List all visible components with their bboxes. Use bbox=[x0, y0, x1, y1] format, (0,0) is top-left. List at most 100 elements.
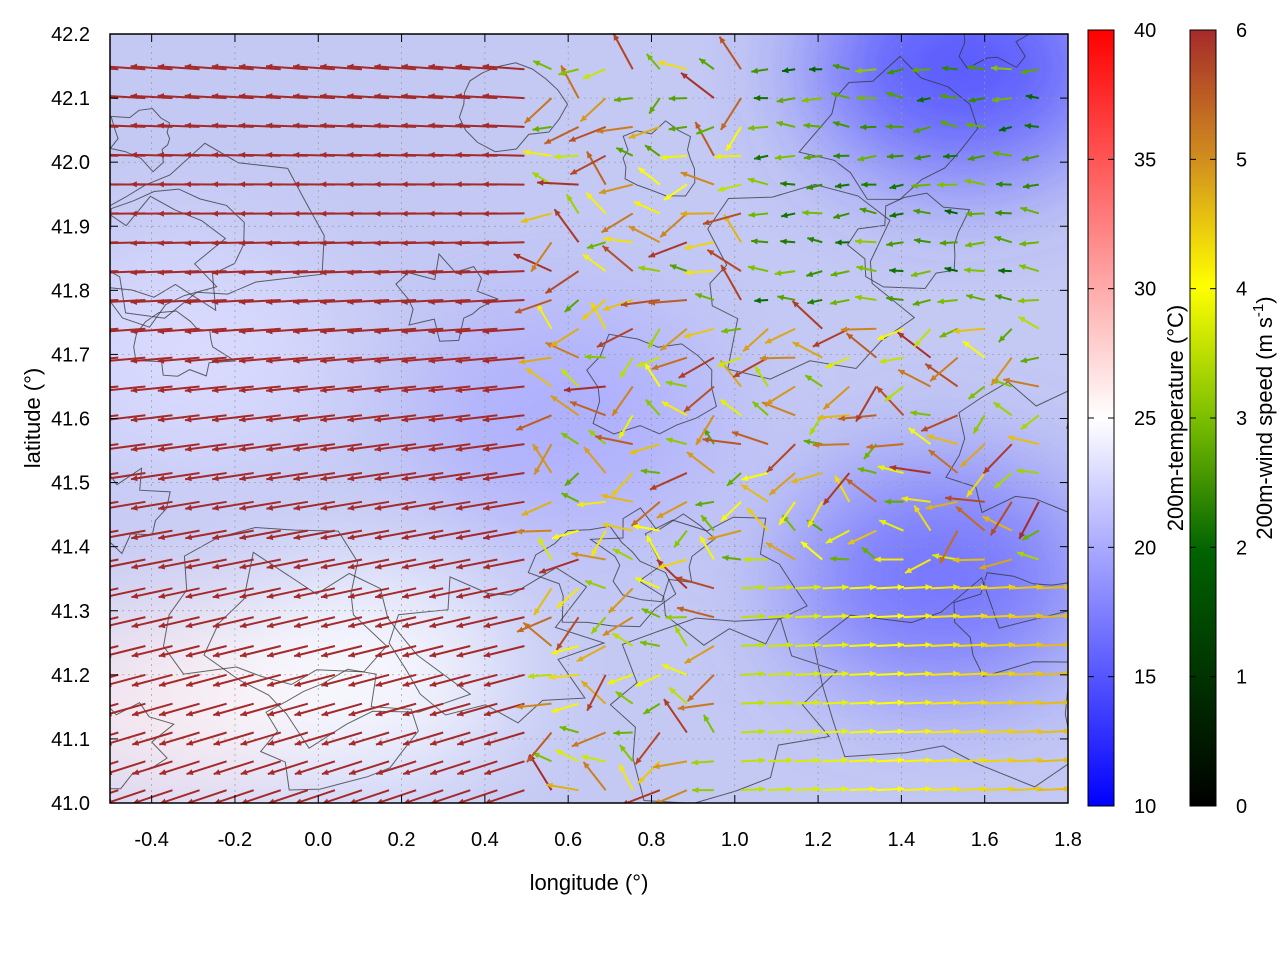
wind-arrowhead bbox=[842, 699, 849, 706]
wind-arrowhead bbox=[267, 651, 274, 658]
wind-arrowhead bbox=[521, 509, 529, 516]
wind-vector bbox=[266, 471, 308, 481]
wind-vector bbox=[212, 673, 254, 687]
wind-vector bbox=[110, 645, 146, 656]
wind-arrowhead bbox=[758, 728, 766, 735]
wind-arrowhead bbox=[374, 63, 381, 70]
wind-arrowhead bbox=[1024, 123, 1032, 130]
wind-arrowhead bbox=[580, 114, 588, 122]
wind-vector bbox=[347, 327, 390, 333]
wind-arrowhead bbox=[640, 468, 648, 475]
wind-arrowhead bbox=[707, 249, 715, 256]
wind-arrowhead bbox=[638, 167, 646, 174]
wind-arrowhead bbox=[809, 66, 816, 73]
wind-arrowhead bbox=[632, 523, 640, 530]
wind-arrowhead bbox=[1008, 728, 1016, 735]
wind-arrowhead bbox=[823, 402, 831, 410]
wind-arrowhead bbox=[953, 641, 960, 648]
wind-arrowhead bbox=[889, 211, 897, 218]
wind-vector bbox=[347, 529, 390, 540]
wind-vector bbox=[157, 327, 200, 333]
wind-vector bbox=[586, 151, 607, 186]
wind-vector bbox=[402, 673, 444, 687]
wind-arrowhead bbox=[897, 728, 905, 735]
wind-arrowhead bbox=[753, 95, 761, 102]
wind-arrowhead bbox=[265, 240, 273, 247]
wind-arrowhead bbox=[910, 410, 917, 417]
wind-vector bbox=[110, 529, 119, 534]
wind-arrowhead bbox=[321, 739, 329, 746]
wind-arrowhead bbox=[401, 534, 409, 541]
wind-arrowhead bbox=[1036, 699, 1043, 706]
wind-arrowhead bbox=[455, 240, 462, 247]
wind-arrowhead bbox=[348, 651, 356, 658]
wind-arrowhead bbox=[157, 240, 164, 247]
wind-vector bbox=[401, 500, 444, 510]
wind-arrowhead bbox=[859, 207, 867, 214]
wind-arrowhead bbox=[648, 341, 655, 349]
wind-arrowhead bbox=[482, 240, 489, 247]
wind-arrowhead bbox=[401, 504, 409, 511]
wind-arrowhead bbox=[320, 93, 327, 100]
wind-vector bbox=[374, 471, 417, 481]
wind-arrowhead bbox=[1064, 641, 1068, 648]
wind-arrowhead bbox=[401, 63, 408, 70]
wind-arrowhead bbox=[646, 535, 653, 543]
wind-arrowhead bbox=[661, 401, 669, 408]
wind-arrowhead bbox=[703, 219, 710, 226]
wind-vector bbox=[159, 731, 200, 746]
wind-vector bbox=[456, 731, 498, 746]
wind-arrowhead bbox=[320, 63, 327, 70]
wind-arrowhead bbox=[320, 592, 328, 599]
temperature-colorbar-label: 200m-temperature (°C) bbox=[1163, 305, 1188, 531]
wind-arrowhead bbox=[428, 269, 435, 276]
wind-arrowhead bbox=[267, 710, 275, 717]
wind-arrowhead bbox=[619, 744, 627, 752]
wind-arrowhead bbox=[808, 520, 814, 528]
wind-arrowhead bbox=[347, 151, 354, 158]
wind-arrowhead bbox=[482, 298, 489, 305]
wind-arrowhead bbox=[945, 495, 952, 502]
wind-vector bbox=[266, 645, 309, 658]
wind-vector bbox=[429, 616, 471, 628]
wind-vector bbox=[855, 385, 878, 423]
wind-vector bbox=[920, 414, 959, 433]
wind-arrowhead bbox=[516, 424, 524, 431]
plot-area bbox=[110, 34, 1068, 803]
wind-vector bbox=[131, 645, 173, 658]
wind-vector bbox=[455, 443, 498, 451]
wind-vector bbox=[185, 645, 227, 658]
colorbar-tick-label: 10 bbox=[1134, 796, 1156, 818]
wind-arrowhead bbox=[886, 91, 894, 98]
wind-arrowhead bbox=[110, 334, 111, 335]
wind-vector bbox=[110, 673, 119, 679]
wind-vector bbox=[455, 529, 498, 540]
wind-arrowhead bbox=[869, 641, 877, 649]
wind-vector bbox=[184, 414, 227, 422]
wind-arrowhead bbox=[856, 265, 864, 272]
wind-arrowhead bbox=[741, 475, 749, 482]
wind-arrowhead bbox=[1036, 728, 1043, 735]
wind-vector bbox=[266, 587, 309, 599]
wind-vector bbox=[375, 789, 417, 803]
wind-arrowhead bbox=[666, 437, 673, 444]
wind-vector bbox=[110, 414, 119, 418]
wind-arrowhead bbox=[691, 759, 699, 766]
wind-vector bbox=[989, 501, 1013, 536]
wind-arrowhead bbox=[655, 798, 661, 803]
wind-arrowhead bbox=[320, 122, 327, 129]
wind-arrowhead bbox=[990, 528, 997, 536]
wind-arrowhead bbox=[677, 704, 685, 711]
wind-arrowhead bbox=[803, 438, 811, 445]
wind-arrowhead bbox=[695, 121, 702, 129]
wind-arrowhead bbox=[1064, 757, 1068, 764]
wind-arrowhead bbox=[482, 269, 489, 276]
wind-arrowhead bbox=[130, 269, 137, 276]
wind-vector bbox=[265, 124, 308, 128]
wind-arrowhead bbox=[429, 681, 437, 687]
wind-arrowhead bbox=[537, 304, 544, 312]
wind-arrowhead bbox=[157, 210, 164, 217]
wind-vector bbox=[266, 414, 308, 422]
wind-vector bbox=[455, 327, 498, 333]
